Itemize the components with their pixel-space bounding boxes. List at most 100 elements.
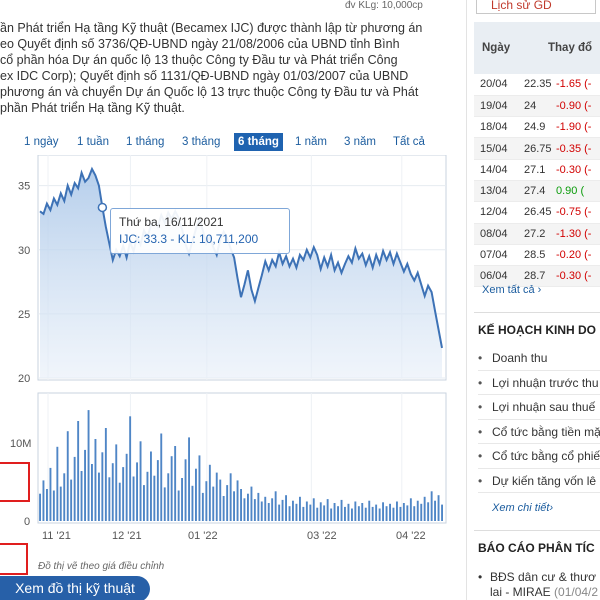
tooltip-value: IJC: 33.3 - KL: 10,711,200: [119, 232, 259, 246]
volume-bar: [285, 495, 287, 521]
volume-bar: [143, 485, 145, 521]
volume-bar: [305, 501, 308, 521]
row-price: 28.7: [524, 265, 556, 288]
price-volume-chart[interactable]: 35 30 25 20 10M 0 11 '21 12 '21 01 '22 02 '22 03…: [0, 155, 458, 555]
volume-bar: [98, 472, 100, 521]
plan-item-capital-increase[interactable]: • Dự kiến tăng vốn lê: [478, 469, 600, 493]
volume-tick-label: 10M: [10, 438, 31, 450]
row-price: 27.2: [524, 223, 556, 245]
report-date: (01/04/2: [550, 585, 599, 599]
history-tab[interactable]: Lịch sử GD: [476, 0, 596, 14]
volume-bar: [312, 498, 315, 521]
plan-item-revenue[interactable]: • Doanh thu: [478, 346, 600, 371]
volume-bar: [264, 496, 267, 521]
row-change: -0.20 (-: [556, 244, 600, 267]
volume-bar: [295, 503, 298, 521]
tab-1-week[interactable]: 1 tuần: [77, 136, 109, 148]
volume-bar: [368, 500, 371, 521]
plan-item-pretax-profit[interactable]: • Lợi nhuận trước thu: [478, 371, 600, 395]
volume-bar: [250, 486, 253, 521]
business-plan-title: KẾ HOẠCH KINH DO: [478, 323, 597, 337]
intro-line: ex IDC Corp); Quyết định số 1131/QĐ-UBND…: [0, 69, 409, 83]
x-tick-label: 11 '21: [42, 530, 71, 542]
row-price: 24.9: [524, 116, 556, 139]
volume-bar: [378, 508, 381, 521]
row-date: 12/04: [474, 201, 524, 224]
see-details-link[interactable]: Xem chi tiết›: [492, 502, 554, 514]
volume-tick-label: 0: [24, 516, 30, 528]
volume-bar: [205, 481, 208, 521]
tab-1-year[interactable]: 1 năm: [295, 136, 327, 148]
volume-bar: [184, 459, 187, 521]
volume-bar: [243, 498, 246, 521]
volume-bar: [274, 491, 277, 521]
chart-note-adjusted: Đồ thị vẽ theo giá điều chỉnh: [38, 561, 165, 572]
volume-bar: [177, 490, 180, 521]
price-row: 13/04 27.4 0.90 (: [474, 180, 600, 203]
report-title-line: BĐS dân cư & thươ: [490, 570, 596, 584]
row-change: -1.65 (-: [556, 74, 600, 96]
volume-bar: [70, 479, 73, 521]
report-item[interactable]: • BĐS dân cư & thươ lai - MIRAE (01/04/2: [478, 570, 599, 600]
plan-item-stock-dividend[interactable]: • Cổ tức bằng cổ phiế: [478, 444, 600, 469]
volume-bar: [292, 500, 294, 521]
price-history-table: Ngày Thay đổ 20/04 22.35 -1.65 (- 19/04 24 -0…: [474, 22, 600, 288]
volume-bar: [191, 485, 194, 521]
volume-bar: [257, 492, 260, 521]
intro-line: phần Phát triển Hạ tầng Kỹ thuật.: [0, 101, 185, 115]
row-date: 13/04: [474, 180, 524, 203]
volume-bar: [385, 506, 388, 521]
volume-bar: [382, 502, 384, 522]
panel-divider: [466, 0, 467, 600]
volume-bar: [150, 451, 152, 521]
tab-6-months[interactable]: 6 tháng: [234, 133, 283, 151]
change-header: Thay đổ: [524, 22, 600, 74]
row-price: 28.5: [524, 244, 556, 267]
tab-1-day[interactable]: 1 ngày: [24, 136, 59, 148]
volume-bar: [441, 504, 443, 521]
tab-3-months[interactable]: 3 tháng: [182, 136, 221, 148]
volume-bar: [129, 416, 132, 521]
row-change: -0.30 (-: [556, 159, 600, 181]
see-all-link[interactable]: Xem tất cả ›: [482, 284, 542, 296]
volume-bar: [195, 468, 197, 521]
volume-bar: [430, 491, 433, 521]
volume-bar: [167, 473, 170, 521]
volume-bar: [59, 486, 62, 521]
volume-bar: [56, 446, 59, 521]
price-row: 08/04 27.2 -1.30 (-: [474, 223, 600, 245]
volume-bar: [201, 492, 204, 521]
intro-line: eo Quyết định số 3736/QĐ-UBND ngày 21/08…: [0, 37, 400, 51]
price-row: 20/04 22.35 -1.65 (-: [474, 74, 600, 96]
tab-1-month[interactable]: 1 tháng: [126, 136, 165, 148]
tab-all[interactable]: Tất cả: [393, 136, 425, 148]
volume-bar: [247, 493, 249, 521]
plan-item-cash-dividend[interactable]: • Cổ tức bằng tiền mặ: [478, 420, 600, 444]
tab-3-years[interactable]: 3 năm: [344, 136, 376, 148]
row-price: 22.35: [524, 74, 556, 96]
volume-bar: [416, 500, 419, 521]
price-line: [39, 166, 443, 349]
volume-bar: [371, 506, 374, 521]
row-price: 27.4: [524, 180, 556, 203]
volume-bar: [84, 449, 86, 521]
volume-bar: [396, 501, 398, 521]
volume-bar: [399, 506, 402, 521]
highlight-box: [0, 462, 30, 502]
volume-bar: [222, 496, 225, 521]
volume-bar: [77, 421, 80, 521]
intro-line: ần Phát triển Hạ tầng Kỹ thuật (Becamex …: [0, 21, 423, 35]
x-tick-label: 02 '22: [240, 530, 270, 542]
volume-bar: [212, 486, 215, 521]
technical-chart-button[interactable]: Xem đồ thị kỹ thuật: [0, 576, 150, 600]
volume-bar: [357, 506, 360, 521]
volume-bar: [288, 506, 291, 521]
volume-bar: [413, 506, 416, 521]
row-change: -0.90 (-: [556, 95, 600, 118]
volume-bar: [156, 460, 159, 521]
plan-item-net-profit[interactable]: • Lợi nhuận sau thuế: [478, 395, 600, 420]
volume-bar: [375, 504, 378, 521]
row-change: -1.90 (-: [556, 116, 600, 139]
price-row: 14/04 27.1 -0.30 (-: [474, 159, 600, 181]
volume-bar: [253, 499, 256, 521]
